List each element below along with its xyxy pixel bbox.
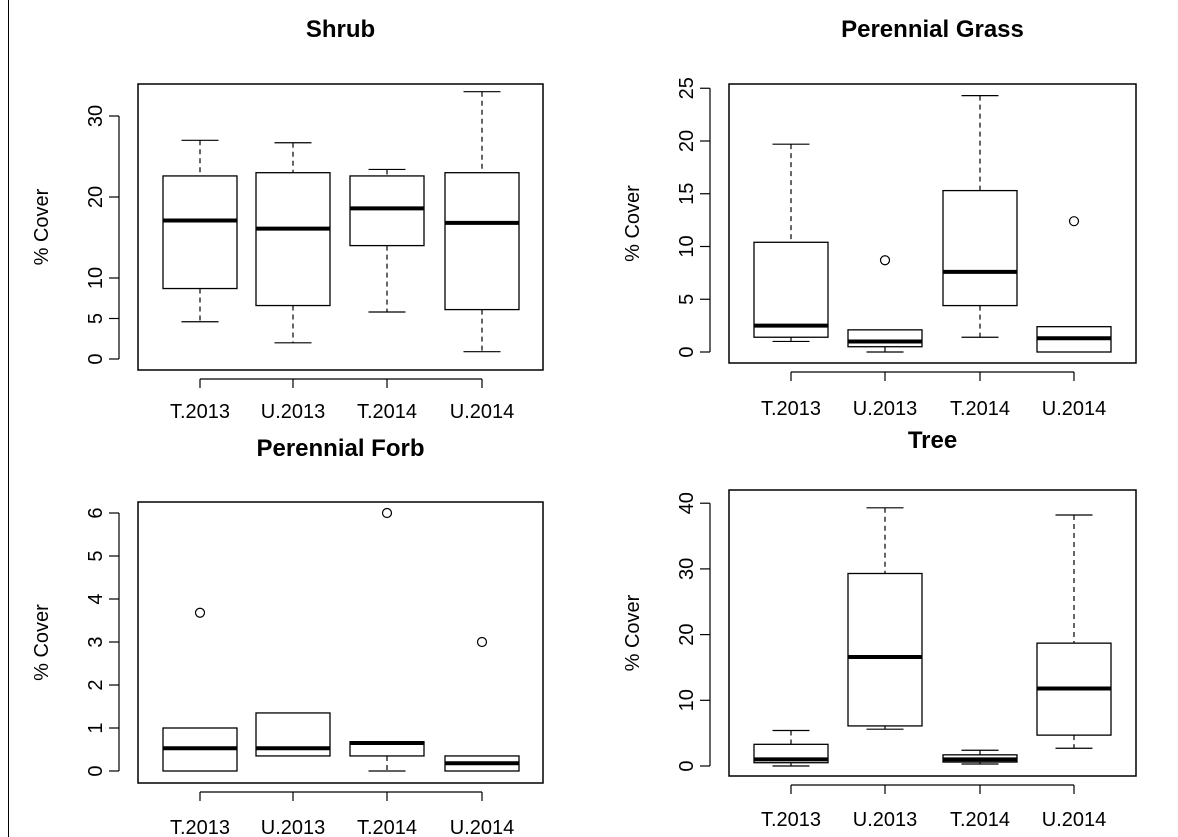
panel-2-y-tick-label: 25 (676, 77, 698, 99)
panel-4-y-tick-label: 10 (676, 689, 698, 711)
panel-3-x-tick-label: T.2013 (170, 817, 230, 837)
panel-2-y-tick-label: 10 (676, 235, 698, 257)
panel-1-x-tick-label: U.2014 (450, 401, 515, 423)
panel-1-y-tick-label: 30 (85, 105, 107, 127)
panel-4-y-tick-label: 40 (676, 492, 698, 514)
panel-3-outlier-point (194, 607, 206, 618)
panel-2-box (942, 189, 1018, 307)
panel-2-x-tick-label: T.2013 (761, 398, 821, 420)
panel-2-x-tick-label: U.2014 (1042, 398, 1107, 420)
panel-4-plot-frame (728, 489, 1137, 777)
panel-4-y-tick-label: 30 (676, 558, 698, 580)
panel-3-title: Perennial Forb (256, 435, 424, 462)
panel-3-outlier-point (381, 507, 393, 519)
panel-1-y-tick-label: 5 (85, 313, 107, 324)
panel-4-x-tick-label: U.2013 (853, 809, 918, 831)
panel-3-plot-frame (137, 501, 544, 784)
panel-4-box (847, 572, 923, 727)
panel-2-box (847, 329, 923, 348)
panel-3-y-tick-label: 3 (85, 636, 107, 647)
panel-3-x-tick-label: T.2014 (357, 817, 417, 837)
panel-1-title: Shrub (306, 16, 375, 43)
panel-3-y-tick-label: 6 (85, 507, 107, 518)
left-border-line (8, 0, 9, 837)
panel-1-x-tick-label: T.2014 (357, 401, 417, 423)
panel-3-y-tick-label: 0 (85, 765, 107, 776)
panel-2-y-tick-label: 5 (676, 294, 698, 305)
panel-2-outlier-point (879, 255, 891, 266)
panel-3-y-tick-label: 4 (85, 593, 107, 604)
panel-1-plot-frame (137, 83, 544, 371)
panel-3-outlier-point (476, 636, 488, 648)
panel-3-y-tick-label: 1 (85, 722, 107, 733)
panel-2-box (753, 241, 829, 338)
panel-4-y-tick-label: 0 (676, 760, 698, 771)
panel-2-plot-frame (728, 83, 1137, 364)
panel-4-x-tick-label: U.2014 (1042, 809, 1107, 831)
panel-3-y-axis-label: % Cover (31, 604, 53, 681)
panel-1-y-tick-label: 20 (85, 186, 107, 208)
panel-3-x-tick-label: U.2014 (450, 817, 515, 837)
panel-2-title: Perennial Grass (841, 16, 1024, 43)
panel-1-x-tick-label: T.2013 (170, 401, 230, 423)
panel-1-box (444, 172, 520, 311)
panel-2-y-tick-label: 0 (676, 346, 698, 357)
panel-3-y-tick-label: 2 (85, 679, 107, 690)
panel-1-x-tick-label: U.2013 (261, 401, 326, 423)
panel-2-x-tick-label: U.2013 (853, 398, 918, 420)
panel-1-y-axis-label: % Cover (31, 188, 53, 265)
panel-2-y-tick-label: 20 (676, 130, 698, 152)
panel-1-box (162, 175, 238, 290)
panel-4-y-tick-label: 20 (676, 623, 698, 645)
panel-3-x-tick-label: U.2013 (261, 817, 326, 837)
panel-2-x-tick-label: T.2014 (950, 398, 1010, 420)
panel-4-y-axis-label: % Cover (622, 594, 644, 671)
panel-2-y-tick-label: 15 (676, 183, 698, 205)
panel-3-y-tick-label: 5 (85, 550, 107, 561)
panel-2-outlier-point (1068, 216, 1080, 227)
panel-4-x-tick-label: T.2014 (950, 809, 1010, 831)
panel-1-box (349, 175, 425, 247)
panel-1-y-tick-label: 0 (85, 353, 107, 364)
panel-1-y-tick-label: 10 (85, 267, 107, 289)
panel-4-x-tick-label: T.2013 (761, 809, 821, 831)
panel-4-title: Tree (908, 427, 957, 454)
panel-2-y-axis-label: % Cover (622, 185, 644, 262)
panel-1-box (255, 172, 331, 307)
